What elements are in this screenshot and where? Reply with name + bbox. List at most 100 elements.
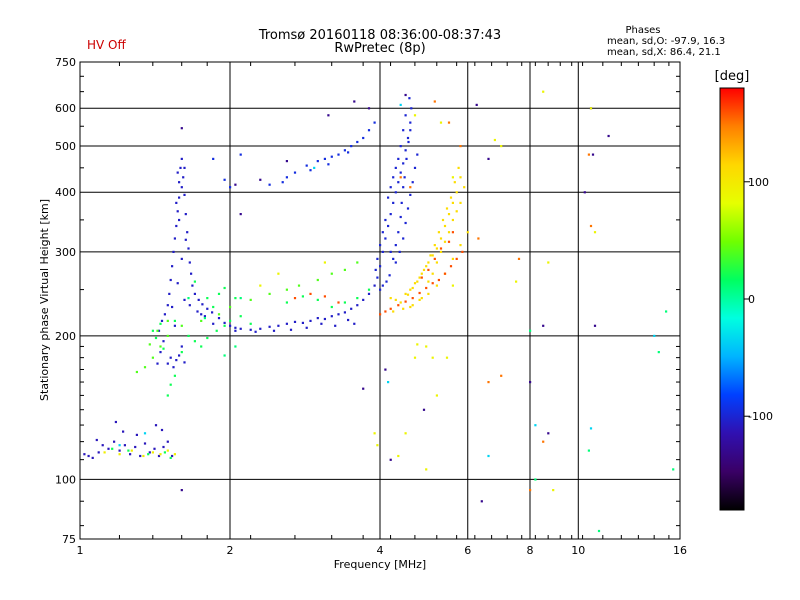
data-point bbox=[151, 451, 154, 454]
data-point bbox=[293, 297, 297, 300]
chart-title: Tromsø 20160118 08:36:00-08:37:43 bbox=[258, 28, 501, 43]
data-point bbox=[362, 298, 365, 301]
data-point bbox=[373, 121, 376, 124]
data-point bbox=[463, 186, 466, 189]
data-point bbox=[130, 449, 133, 452]
data-point bbox=[249, 298, 252, 301]
data-point bbox=[409, 129, 412, 132]
data-point bbox=[293, 320, 297, 323]
data-point bbox=[422, 408, 426, 411]
data-point bbox=[457, 166, 460, 169]
data-point bbox=[147, 453, 150, 456]
data-point bbox=[316, 160, 319, 163]
colorbar-tick-label: 100 bbox=[748, 176, 769, 189]
data-point bbox=[156, 362, 159, 365]
data-point bbox=[193, 280, 196, 283]
data-point bbox=[212, 322, 215, 325]
data-point bbox=[337, 153, 340, 156]
data-point bbox=[330, 305, 333, 309]
data-point bbox=[316, 278, 319, 282]
data-point bbox=[180, 186, 183, 189]
data-point bbox=[254, 330, 257, 333]
data-point bbox=[91, 456, 94, 459]
data-point bbox=[211, 311, 214, 314]
data-point bbox=[183, 193, 186, 196]
data-point bbox=[392, 257, 395, 260]
data-point bbox=[217, 292, 221, 295]
data-point bbox=[178, 181, 181, 184]
data-point bbox=[397, 157, 400, 160]
colorbar-label: [deg] bbox=[715, 69, 750, 84]
data-point bbox=[409, 193, 412, 196]
data-point bbox=[356, 261, 359, 264]
data-point bbox=[389, 186, 392, 189]
x-tick-label: 10 bbox=[571, 544, 585, 557]
data-point bbox=[356, 304, 359, 307]
data-point bbox=[268, 325, 271, 328]
data-point bbox=[143, 366, 147, 369]
data-point bbox=[323, 295, 326, 298]
data-point bbox=[665, 310, 668, 313]
data-point bbox=[587, 449, 590, 452]
data-point bbox=[173, 374, 176, 377]
data-point bbox=[607, 134, 610, 138]
data-point bbox=[239, 297, 242, 300]
data-point bbox=[443, 224, 447, 228]
data-point bbox=[447, 240, 451, 243]
data-point bbox=[285, 160, 288, 163]
data-point bbox=[402, 186, 405, 189]
data-point bbox=[379, 313, 382, 316]
data-point bbox=[431, 272, 434, 275]
data-point bbox=[455, 210, 458, 213]
data-point bbox=[350, 145, 353, 148]
data-point bbox=[517, 257, 521, 260]
data-point bbox=[203, 317, 206, 320]
data-point bbox=[200, 313, 203, 316]
data-point bbox=[487, 454, 490, 458]
data-point bbox=[459, 145, 462, 148]
data-point bbox=[176, 210, 179, 213]
data-point bbox=[183, 166, 186, 169]
data-point bbox=[168, 292, 171, 295]
data-point bbox=[451, 257, 454, 260]
data-point bbox=[597, 529, 601, 533]
data-point bbox=[97, 451, 100, 454]
plot-frame bbox=[79, 61, 681, 540]
data-point bbox=[389, 213, 392, 216]
data-point bbox=[451, 218, 454, 222]
data-point bbox=[183, 298, 186, 301]
data-point bbox=[160, 319, 164, 322]
data-point bbox=[408, 97, 411, 100]
data-point bbox=[431, 254, 434, 257]
data-point bbox=[672, 468, 675, 471]
data-point bbox=[356, 140, 359, 144]
data-point bbox=[431, 356, 434, 359]
data-point bbox=[305, 326, 308, 329]
data-point bbox=[162, 347, 165, 350]
data-point bbox=[547, 432, 550, 435]
data-point bbox=[285, 322, 288, 325]
data-point bbox=[101, 444, 104, 447]
data-point bbox=[515, 280, 518, 283]
data-point bbox=[223, 354, 226, 357]
data-point bbox=[409, 288, 412, 291]
data-point bbox=[657, 351, 660, 354]
data-point bbox=[239, 213, 242, 216]
data-point bbox=[188, 261, 191, 264]
data-point bbox=[406, 136, 410, 140]
data-point bbox=[239, 327, 242, 330]
data-point bbox=[103, 451, 106, 454]
data-point bbox=[166, 440, 169, 443]
y-tick-label: 200 bbox=[55, 330, 76, 343]
data-point bbox=[200, 319, 203, 322]
data-point bbox=[534, 424, 537, 427]
data-point bbox=[285, 288, 288, 291]
data-point bbox=[593, 231, 597, 234]
data-point bbox=[593, 324, 597, 327]
data-point bbox=[451, 284, 454, 287]
data-point bbox=[316, 298, 319, 301]
data-point bbox=[183, 361, 186, 364]
data-point bbox=[176, 282, 179, 285]
data-point bbox=[197, 298, 200, 301]
data-point bbox=[437, 278, 440, 282]
